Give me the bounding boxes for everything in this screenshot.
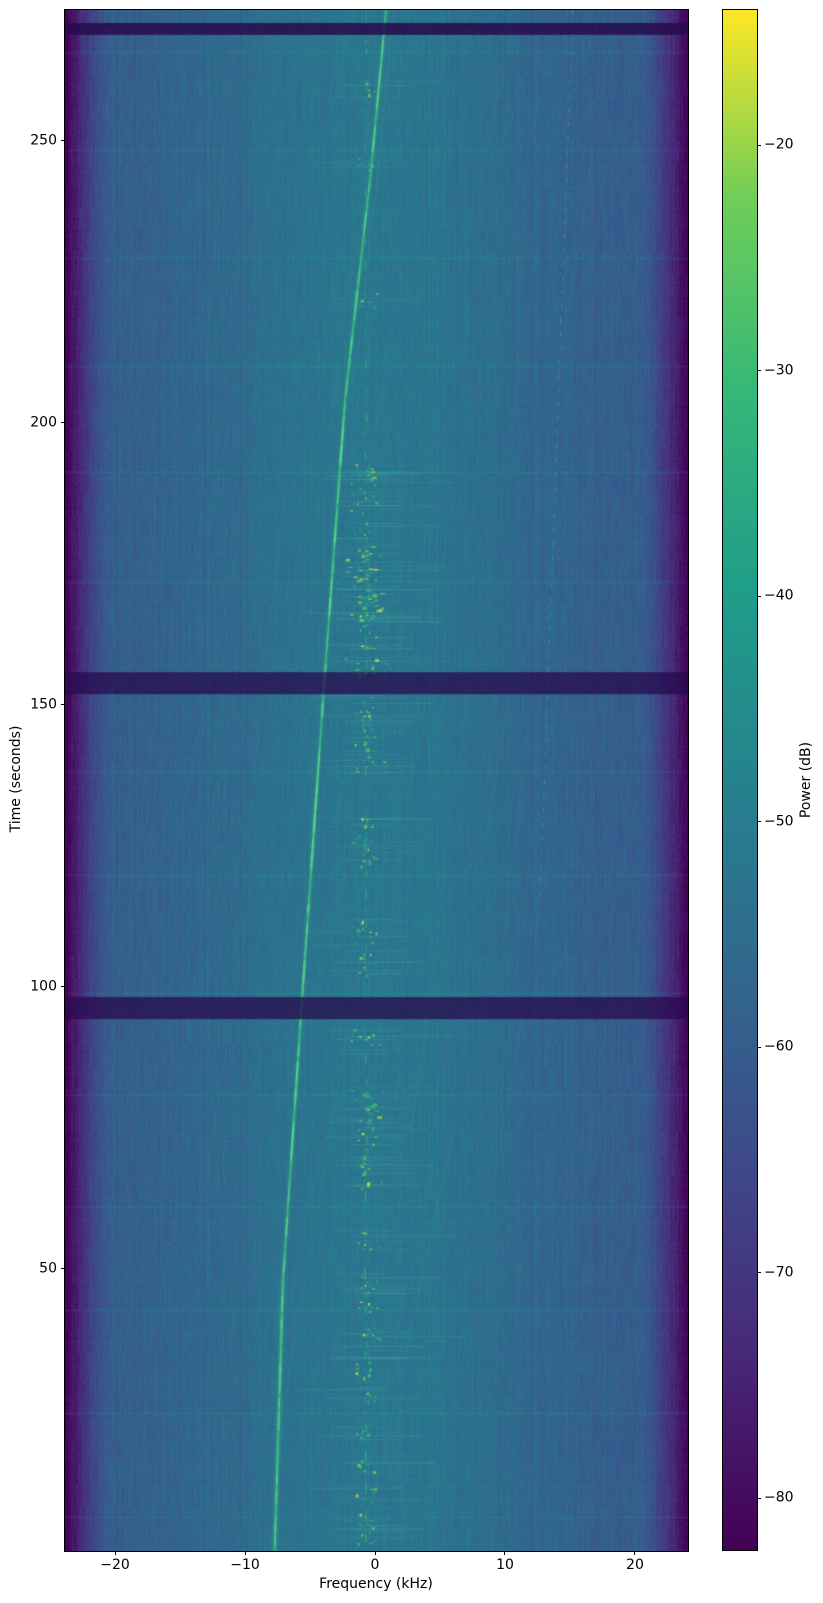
- colorbar-tick-label: −60: [764, 1038, 794, 1055]
- x-tick: [114, 1551, 116, 1555]
- spectrogram-image: [65, 10, 688, 1551]
- colorbar-tick-label: −50: [764, 813, 794, 830]
- x-tick: [634, 1551, 636, 1555]
- colorbar: [722, 9, 758, 1551]
- y-tick-label: 200: [30, 414, 57, 431]
- colorbar-label: Power (dB): [798, 741, 814, 819]
- y-tick-label: 100: [30, 978, 57, 995]
- y-tick: [61, 1268, 65, 1270]
- colorbar-tick: [757, 1272, 761, 1274]
- y-tick: [61, 422, 65, 424]
- x-axis-label: Frequency (kHz): [319, 1576, 433, 1592]
- x-tick-label: 0: [370, 1557, 380, 1573]
- y-tick: [61, 140, 65, 142]
- colorbar-tick: [757, 370, 761, 372]
- colorbar-tick: [757, 1497, 761, 1499]
- y-tick-label: 50: [39, 1260, 57, 1277]
- colorbar-tick-label: −30: [764, 362, 794, 379]
- x-tick: [504, 1551, 506, 1555]
- colorbar-tick: [757, 595, 761, 597]
- x-tick: [244, 1551, 246, 1555]
- y-tick-label: 250: [30, 132, 57, 149]
- x-tick-label: 10: [496, 1557, 514, 1573]
- y-tick-label: 150: [30, 696, 57, 713]
- x-tick: [374, 1551, 376, 1555]
- x-tick-label: −20: [100, 1557, 130, 1573]
- colorbar-tick: [757, 821, 761, 823]
- colorbar-tick-label: −20: [764, 136, 794, 153]
- colorbar-tick-label: −80: [764, 1489, 794, 1506]
- colorbar-tick: [757, 144, 761, 146]
- x-tick-label: −10: [230, 1557, 260, 1573]
- x-tick-label: 20: [626, 1557, 644, 1573]
- colorbar-tick: [757, 1046, 761, 1048]
- y-tick: [61, 986, 65, 988]
- y-tick: [61, 704, 65, 706]
- plot-area: [64, 9, 689, 1552]
- colorbar-tick-label: −40: [764, 587, 794, 604]
- y-axis-label: Time (seconds): [8, 725, 24, 833]
- colorbar-tick-label: −70: [764, 1263, 794, 1280]
